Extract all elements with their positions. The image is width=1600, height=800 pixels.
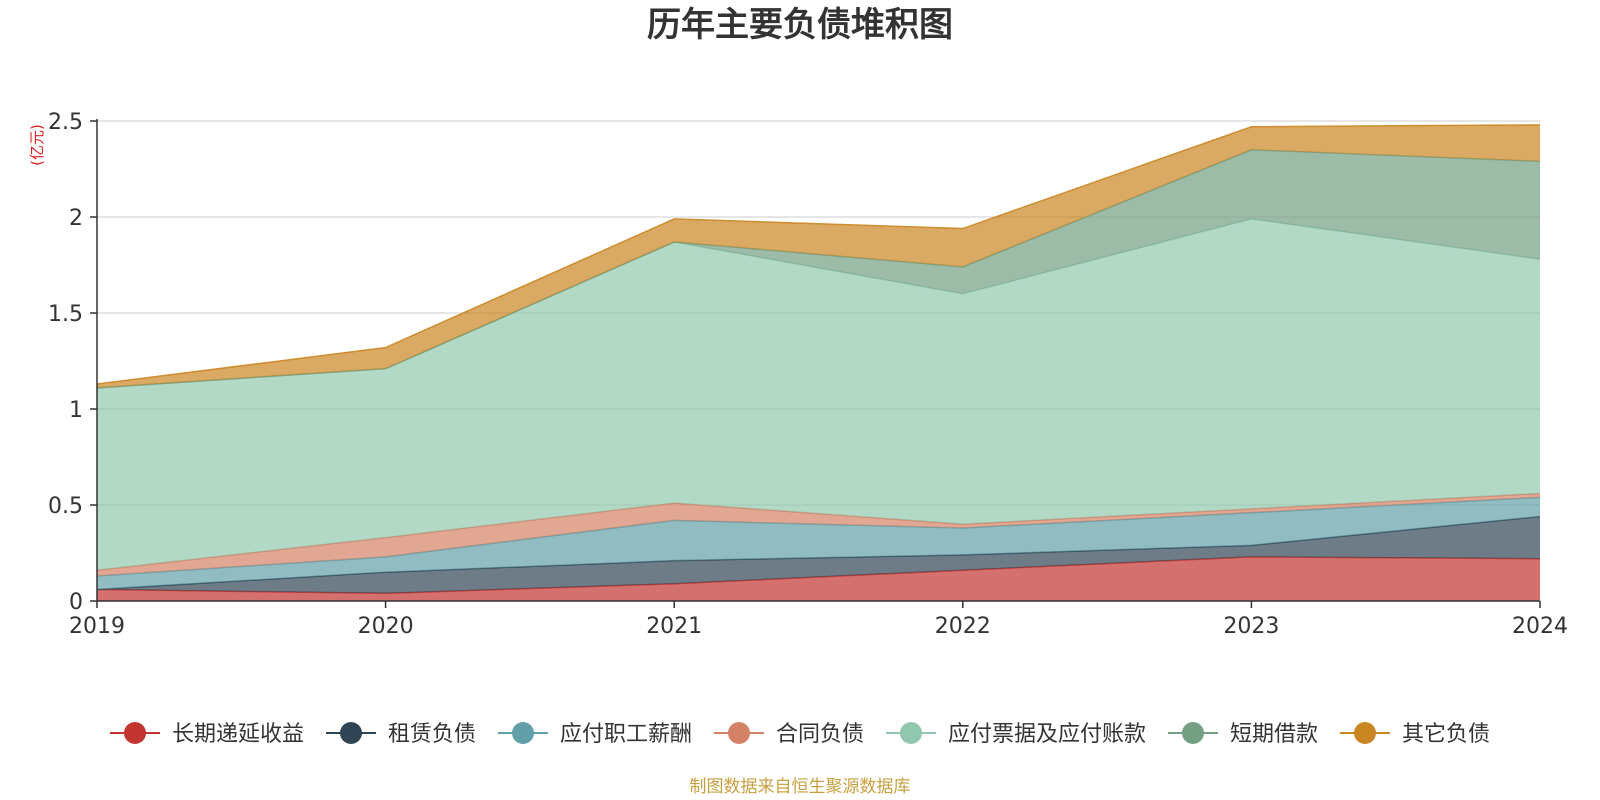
area-series-4 <box>97 218 1540 571</box>
data-source-note: 制图数据来自恒生聚源数据库 <box>690 777 911 797</box>
legend-item-6: 其它负债 <box>1340 722 1490 747</box>
x-tick-label: 2021 <box>646 614 702 639</box>
x-tick-label: 2024 <box>1512 614 1568 639</box>
area-series-5 <box>97 149 1540 388</box>
y-tick-label: 0.5 <box>48 494 83 519</box>
x-tick-label: 2023 <box>1223 614 1279 639</box>
x-tick-label: 2019 <box>69 614 125 639</box>
legend-marker <box>728 722 750 744</box>
legend-label: 其它负债 <box>1402 722 1490 747</box>
area-series-1 <box>97 516 1540 594</box>
legend-item-2: 应付职工薪酬 <box>498 722 692 747</box>
legend-item-4: 应付票据及应付账款 <box>886 722 1146 747</box>
y-tick-label: 0 <box>69 590 83 615</box>
stacked-areas <box>96 124 1541 601</box>
area-series-6 <box>97 124 1540 388</box>
legend-item-0: 长期递延收益 <box>110 722 304 747</box>
legend-label: 短期借款 <box>1230 722 1318 747</box>
legend-label: 应付票据及应付账款 <box>948 722 1146 747</box>
legend-marker <box>1354 722 1376 744</box>
legend-item-5: 短期借款 <box>1168 722 1318 747</box>
legend-item-1: 租赁负债 <box>326 722 476 747</box>
y-tick-label: 2 <box>69 206 83 231</box>
legend-marker <box>512 722 534 744</box>
x-tick-label: 2022 <box>935 614 991 639</box>
legend-label: 租赁负债 <box>388 722 476 747</box>
area-series-2 <box>97 497 1540 590</box>
y-tick-label: 1.5 <box>48 302 83 327</box>
y-tick-label: 2.5 <box>48 110 83 135</box>
legend-marker <box>340 722 362 744</box>
legend-item-3: 合同负债 <box>714 722 864 747</box>
legend-label: 合同负债 <box>776 722 864 747</box>
area-series-edge-6 <box>96 124 1541 385</box>
legend-label: 应付职工薪酬 <box>560 722 692 747</box>
chart-title: 历年主要负债堆积图 <box>647 5 953 45</box>
axes: 0 0.5 1 1.5 2 2.5 2019 2020 2021 2022 2023 2024 <box>48 110 1568 639</box>
legend-marker <box>1182 722 1204 744</box>
area-series-0 <box>97 556 1540 601</box>
legend-marker <box>900 722 922 744</box>
x-tick-label: 2020 <box>358 614 414 639</box>
legend-marker <box>124 722 146 744</box>
legend: 长期递延收益 租赁负债 应付职工薪酬 合同负债 应付票据及应付账款 短期借款 其它负债 <box>110 722 1490 747</box>
legend-label: 长期递延收益 <box>172 722 304 747</box>
area-series-3 <box>97 493 1540 577</box>
y-tick-label: 1 <box>69 398 83 423</box>
y-axis-unit: (亿元) <box>28 124 46 166</box>
